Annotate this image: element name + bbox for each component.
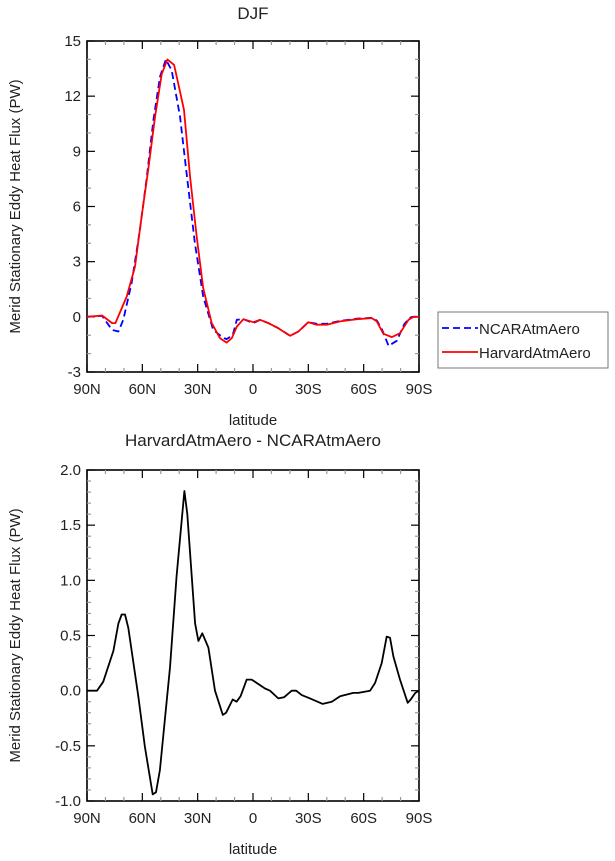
x-tick-label: 60S [350, 381, 377, 398]
x-tick-label: 90S [406, 810, 433, 827]
y-tick-label: 15 [64, 33, 81, 50]
x-tick-label: 60N [129, 381, 157, 398]
series-line-ncaratmaero [86, 58, 419, 347]
x-tick-label: 30N [184, 810, 212, 827]
y-tick-label: 0.5 [60, 628, 81, 645]
series-line-harvardatmaero [86, 58, 419, 344]
y-tick-label: -3 [68, 364, 81, 381]
x-tick-label: 90N [73, 381, 101, 398]
y-tick-label: 3 [73, 254, 81, 271]
x-tick-label: 60N [129, 810, 157, 827]
chart-title: HarvardAtmAero - NCARAtmAero [125, 431, 381, 450]
legend-frame [437, 311, 609, 369]
legend-label: NCARAtmAero [479, 321, 580, 338]
x-tick-label: 30S [295, 810, 322, 827]
y-tick-label: 12 [64, 88, 81, 105]
y-tick-label: 9 [73, 143, 81, 160]
x-tick-label: 30N [184, 381, 212, 398]
y-tick-label: 2.0 [60, 462, 81, 479]
x-tick-label: 90N [73, 810, 101, 827]
y-axis-label: Merid Stationary Eddy Heat Flux (PW) [7, 79, 24, 333]
legend-label: HarvardAtmAero [479, 345, 591, 362]
y-tick-label: 0 [73, 309, 81, 326]
series-line-harvardatmaero-ncaratmaero [87, 490, 420, 796]
x-tick-label: 30S [295, 381, 322, 398]
chart-title: DJF [237, 4, 268, 23]
x-axis-label: latitude [229, 412, 277, 429]
y-tick-label: -1.0 [55, 793, 81, 810]
plot-frame [86, 469, 420, 802]
x-axis-label: latitude [229, 841, 277, 858]
chart-1: 90N 60N 30N 0 30S 60S 90S 2.0 1.5 1.0 0.5 0.0 -0.5 -1… [7, 431, 432, 858]
y-tick-label: 6 [73, 199, 81, 216]
x-tick-label: 0 [249, 810, 257, 827]
x-tick-label: 60S [350, 810, 377, 827]
y-tick-label: 0.0 [60, 683, 81, 700]
y-tick-label: 1.0 [60, 572, 81, 589]
legend: NCARAtmAero HarvardAtmAero [437, 311, 609, 369]
x-tick-label: 0 [249, 381, 257, 398]
y-tick-label: 1.5 [60, 517, 81, 534]
y-axis-label: Merid Stationary Eddy Heat Flux (PW) [7, 508, 24, 762]
x-tick-label: 90S [406, 381, 433, 398]
y-tick-label: -0.5 [55, 738, 81, 755]
chart-0: 90N 60N 30N 0 30S 60S 90S 15 12 9 6 3 0 -3 DJF latitude… [7, 4, 609, 429]
